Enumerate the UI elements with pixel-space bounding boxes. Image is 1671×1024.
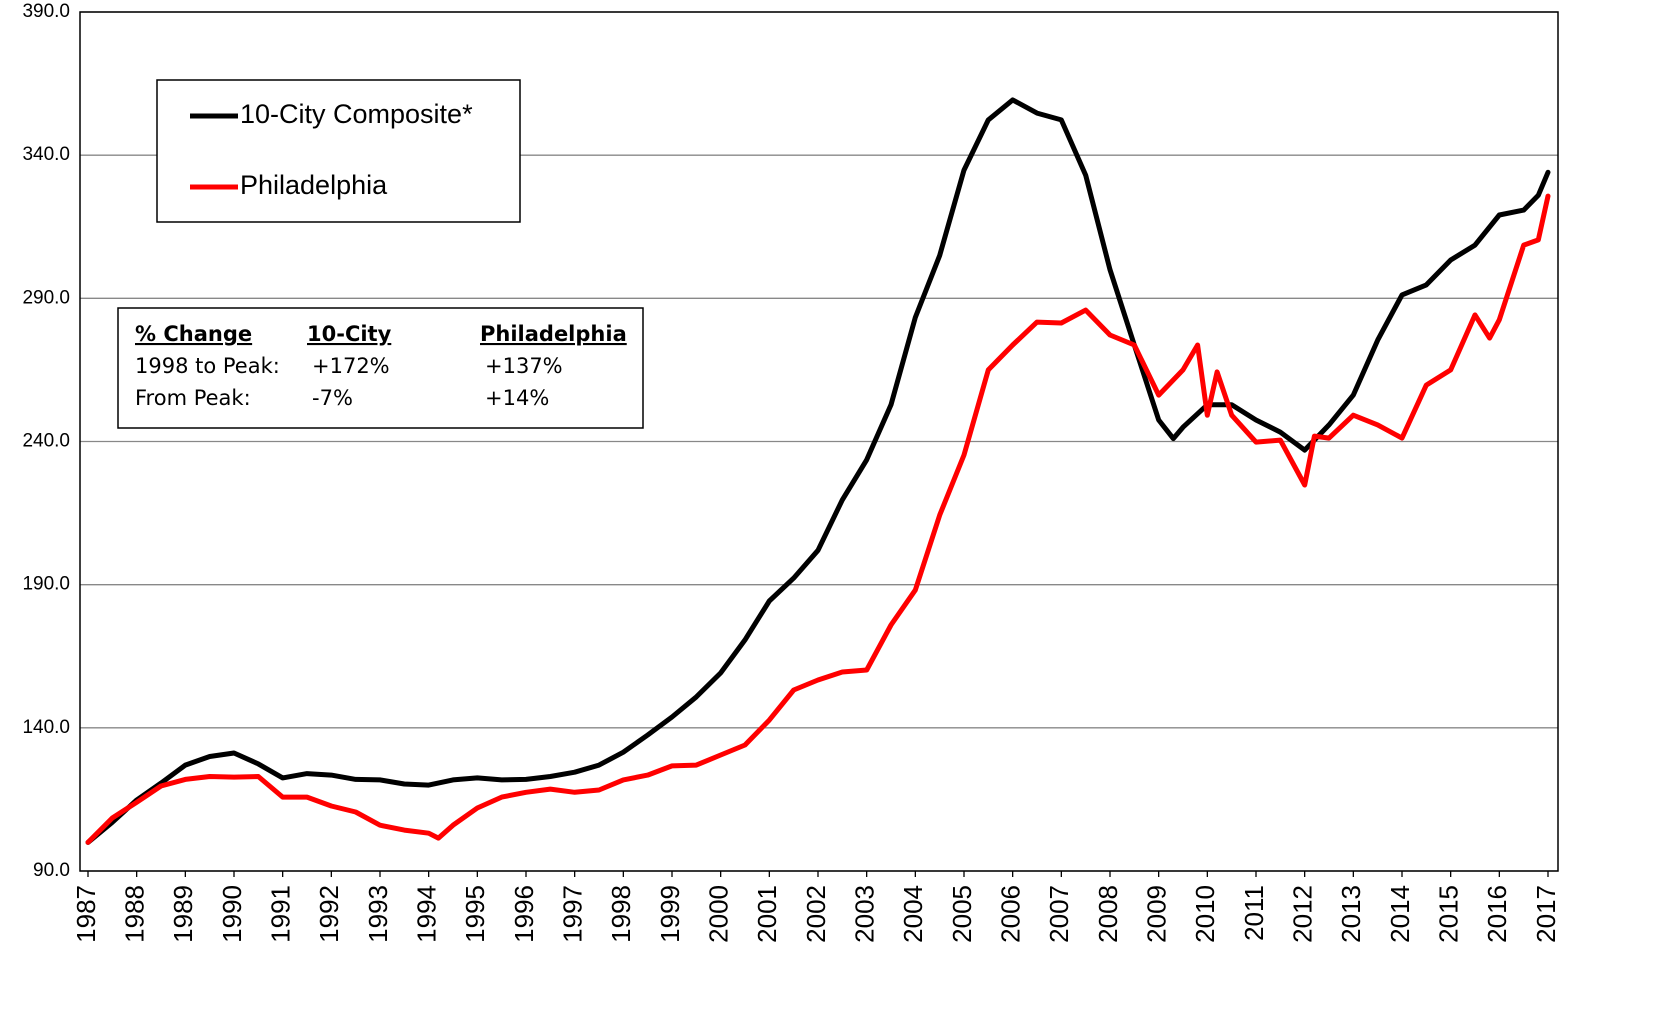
x-tick-label: 1994 [412,885,442,943]
table-header: 10-City [307,322,392,346]
x-tick-label: 2008 [1093,885,1123,943]
annotation-box [117,307,644,429]
x-tick-label: 1991 [266,885,296,943]
table-cell: From Peak: [135,386,251,410]
x-tick-label: 2015 [1434,885,1464,943]
x-tick-label: 2000 [704,885,734,943]
x-tick-label: 2012 [1288,885,1318,943]
x-tick-label: 1997 [558,885,588,943]
x-tick-label: 2005 [947,885,977,943]
x-tick-label: 2002 [801,885,831,943]
legend-label: 10-City Composite* [240,99,473,129]
x-tick-label: 2016 [1482,885,1512,943]
table-cell: 1998 to Peak: [135,354,280,378]
legend-label: Philadelphia [240,170,388,200]
x-tick-label: 2017 [1531,885,1561,943]
x-tick-label: 1988 [120,885,150,943]
y-tick-label: 90.0 [33,860,70,881]
y-tick-label: 290.0 [22,287,70,308]
plot-frame [79,11,1559,872]
x-tick-label: 2006 [996,885,1026,943]
x-tick-label: 1996 [509,885,539,943]
y-tick-label: 240.0 [22,431,70,452]
table-cell: +137% [485,354,563,378]
x-tick-label: 1995 [460,885,490,943]
x-tick-label: 2009 [1142,885,1172,943]
series-line [85,97,1551,845]
x-tick-label: 1987 [71,885,101,943]
y-tick-label: 140.0 [22,717,70,738]
table-cell: -7% [312,386,353,410]
x-tick-label: 2010 [1190,885,1220,943]
x-tick-label: 2007 [1044,885,1074,943]
legend-box [156,79,521,223]
x-tick-label: 1989 [168,885,198,943]
table-header: Philadelphia [480,322,627,346]
x-tick-label: 1999 [655,885,685,943]
table-cell: +14% [485,386,549,410]
table-cell: +172% [312,354,390,378]
x-tick-label: 2003 [850,885,880,943]
series-line [85,193,1551,845]
x-tick-label: 2014 [1385,885,1415,943]
x-tick-label: 1998 [606,885,636,943]
x-tick-label: 2001 [752,885,782,943]
table-header: % Change [135,322,252,346]
x-tick-label: 2011 [1239,885,1269,941]
y-tick-label: 390.0 [22,1,70,22]
x-tick-label: 1990 [217,885,247,943]
x-tick-label: 2004 [898,885,928,943]
y-tick-label: 340.0 [22,144,70,165]
x-tick-label: 2013 [1336,885,1366,943]
x-tick-label: 1993 [363,885,393,943]
x-tick-label: 1992 [314,885,344,943]
y-tick-label: 190.0 [22,574,70,595]
